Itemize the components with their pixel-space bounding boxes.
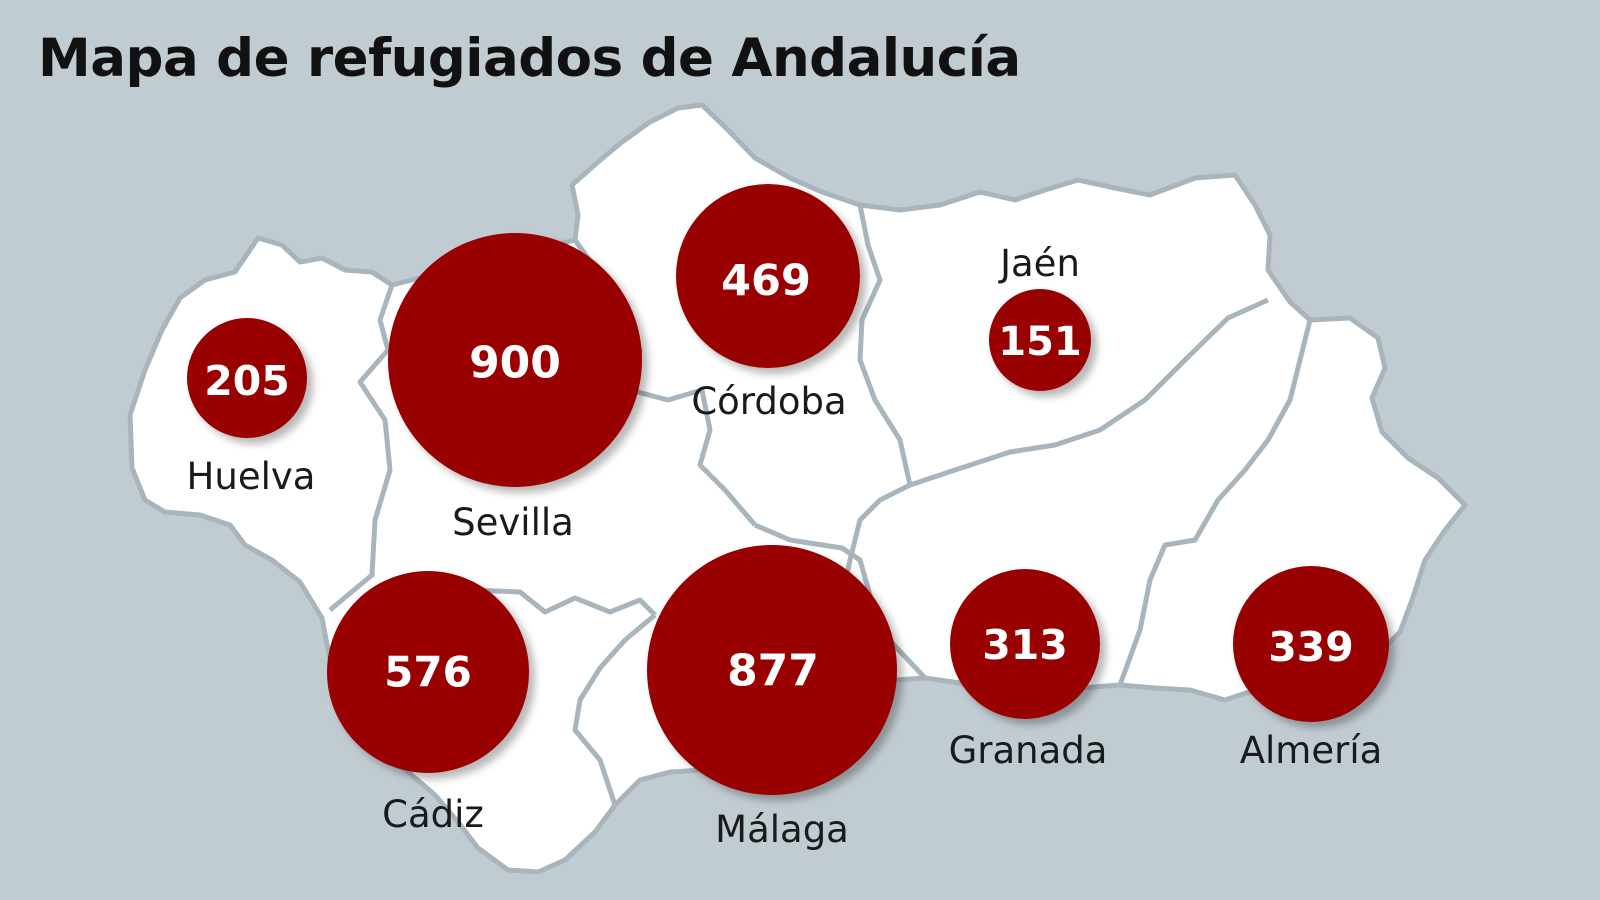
label-almeria: Almería [1240,729,1383,772]
bubble-cordoba [676,184,860,368]
value-cordoba: 469 [721,256,811,306]
value-sevilla: 900 [469,338,561,389]
bubble-jaen [989,289,1091,391]
value-jaen: 151 [998,319,1082,365]
value-granada: 313 [982,621,1068,669]
value-malaga: 877 [727,646,819,697]
label-granada: Granada [949,729,1108,772]
value-almeria: 339 [1268,623,1354,671]
label-cordoba: Córdoba [691,380,846,423]
map-title: Mapa de refugiados de Andalucía [38,28,1021,89]
bubble-malaga [647,545,897,795]
bubble-cadiz [327,571,529,773]
label-huelva: Huelva [187,455,316,498]
label-malaga: Málaga [715,808,849,851]
value-huelva: 205 [204,357,290,405]
value-cadiz: 576 [384,648,472,697]
label-jaen: Jaén [998,242,1080,285]
bubble-huelva [187,318,307,438]
bubble-granada [950,569,1100,719]
bubble-almeria [1233,566,1389,722]
label-cadiz: Cádiz [382,793,484,836]
bubble-group [187,184,1389,795]
label-sevilla: Sevilla [452,501,574,544]
province-borders [328,204,1313,806]
bubble-sevilla [388,233,642,487]
